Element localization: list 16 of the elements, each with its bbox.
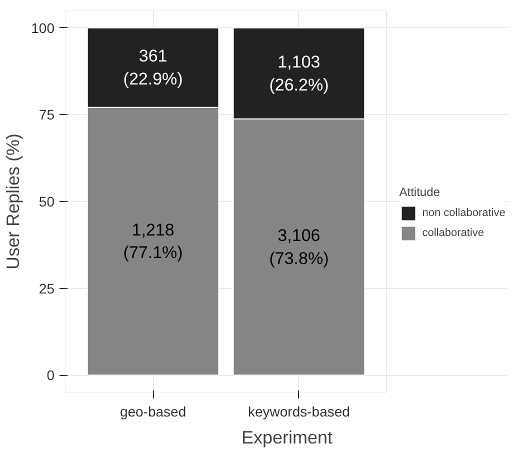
legend-label: non collaborative xyxy=(422,207,506,219)
x-tick-label: keywords-based xyxy=(248,404,350,420)
data-label: 1,218 (77.1%) xyxy=(123,220,183,262)
y-tick-label: 100 xyxy=(31,20,55,36)
x-tick-label: geo-based xyxy=(120,404,186,420)
data-label: 1,103 (26.2%) xyxy=(269,52,329,94)
data-label: 3,106 (73.8%) xyxy=(269,226,329,268)
x-axis-title: Experiment xyxy=(241,428,333,448)
legend-label: collaborative xyxy=(422,227,484,239)
y-tick-label: 0 xyxy=(46,367,55,384)
y-axis-title: User Replies (%) xyxy=(3,133,24,270)
data-label: 361 (22.9%) xyxy=(123,46,183,89)
y-tick-label: 50 xyxy=(38,194,55,210)
y-tick-label: 25 xyxy=(38,280,55,296)
legend-title: Attitude xyxy=(399,185,441,199)
y-tick-label: 75 xyxy=(38,106,55,123)
